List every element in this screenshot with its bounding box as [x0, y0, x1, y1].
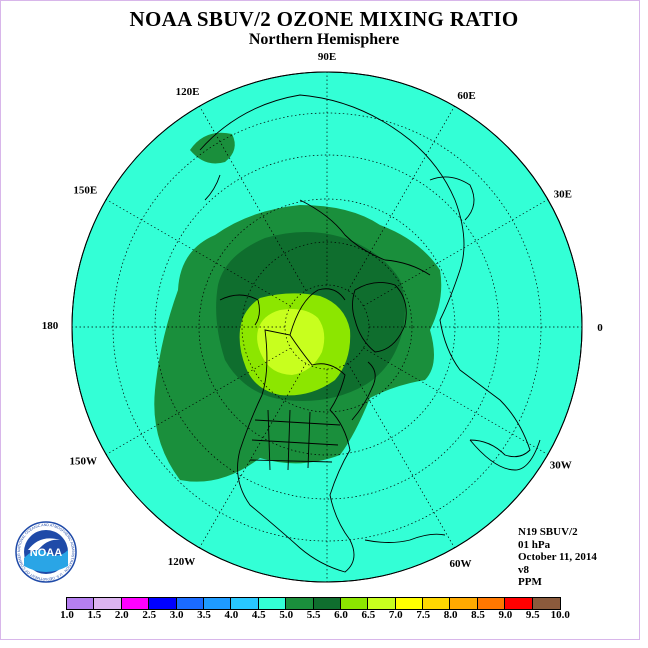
figure-frame [0, 0, 640, 640]
colorbar-tick-label: 3.5 [197, 609, 211, 621]
colorbar-tick-label: 9.0 [498, 609, 513, 621]
longitude-label: 30E [554, 189, 572, 201]
colorbar-tick-label: 9.5 [525, 609, 540, 621]
meridian-line [199, 363, 307, 549]
date-label: October 11, 2014 [518, 551, 597, 563]
colorbar-swatch [121, 598, 150, 609]
pressure-level-label: 01 hPa [518, 538, 551, 551]
colorbar-tick-label: 8.0 [443, 609, 458, 621]
colorbar-swatch [286, 598, 314, 609]
longitude-label: 150W [69, 456, 97, 468]
longitude-label: 150E [73, 185, 97, 197]
colorbar-tick-label: 6.0 [334, 609, 348, 621]
colorbar-tick-label: 2.5 [142, 609, 157, 621]
colorbar-swatch [203, 598, 232, 609]
colorbar-swatch [94, 598, 122, 609]
colorbar-tick-label: 4.0 [224, 609, 239, 621]
longitude-label: 120W [168, 556, 196, 568]
longitude-label: 180 [42, 320, 59, 332]
colorbar-tick-label: 3.0 [169, 609, 184, 621]
noaa-logo: NOAA NATIONAL OCEANIC AND ATMOSPHERIC AD… [13, 517, 78, 589]
colorbar-tick-label: 6.5 [361, 609, 376, 621]
colorbar-swatch [505, 598, 533, 609]
colorbar-swatch [477, 598, 506, 609]
colorbar-swatch [368, 598, 396, 609]
colorbar-swatch [258, 598, 287, 609]
colorbar-tick-label: 5.0 [279, 609, 294, 621]
version-label: v8 [518, 563, 529, 576]
graticule [72, 72, 582, 582]
longitude-label: 30W [550, 460, 572, 472]
meridian-line [347, 363, 455, 549]
meridian-line [105, 199, 291, 307]
colorbar-swatch [313, 598, 341, 609]
colorbar [66, 597, 562, 610]
colorbar-tick-label: 1.5 [87, 609, 102, 621]
units-label: PPM [518, 576, 542, 588]
colorbar-swatch [176, 598, 204, 609]
colorbar-swatch [67, 598, 95, 609]
colorbar-swatch [395, 598, 424, 609]
longitude-label: 60W [450, 558, 472, 570]
info-panel: N19 SBUV/2 01 hPa October 11, 2014 v8 PP… [518, 526, 597, 589]
colorbar-swatch [231, 598, 259, 609]
chart-title: NOAA SBUV/2 OZONE MIXING RATIO [129, 7, 519, 31]
meridian-line [363, 199, 549, 307]
colorbar-tick-label: 7.0 [388, 609, 403, 621]
colorbar-swatch [149, 598, 177, 609]
colorbar-swatch [532, 598, 561, 609]
meridian-line [347, 105, 455, 291]
colorbar-tick-label: 7.5 [416, 609, 431, 621]
colorbar-tick-label: 10.0 [550, 609, 570, 621]
meridian-line [363, 347, 549, 455]
colorbar-tick-label: 4.5 [251, 609, 266, 621]
longitude-label: 60E [457, 90, 475, 102]
colorbar-swatch [423, 598, 451, 609]
longitude-label: 90E [318, 51, 336, 63]
chart-subtitle: Northern Hemisphere [248, 31, 400, 48]
colorbar-swatch [340, 598, 369, 609]
contour-5-0-5-5-small [190, 132, 235, 164]
longitude-label: 0 [597, 322, 603, 334]
satellite-label: N19 SBUV/2 [518, 526, 578, 538]
colorbar-tick-label: 1.0 [60, 609, 74, 621]
colorbar-tick-label: 8.5 [471, 609, 485, 621]
colorbar-tick-label: 2.0 [114, 609, 129, 621]
meridian-line [199, 105, 307, 291]
svg-text:NOAA: NOAA [30, 547, 62, 559]
colorbar-swatch [450, 598, 478, 609]
colorbar-tick-label: 5.5 [306, 609, 321, 621]
colorbar-labels: 1.0 1.5 2.0 2.5 3.0 3.5 4.0 4.5 5.0 5.5 6.0 6.5 7.0 7… [0, 609, 648, 623]
meridian-line [105, 347, 291, 455]
longitude-label: 120E [176, 86, 200, 98]
